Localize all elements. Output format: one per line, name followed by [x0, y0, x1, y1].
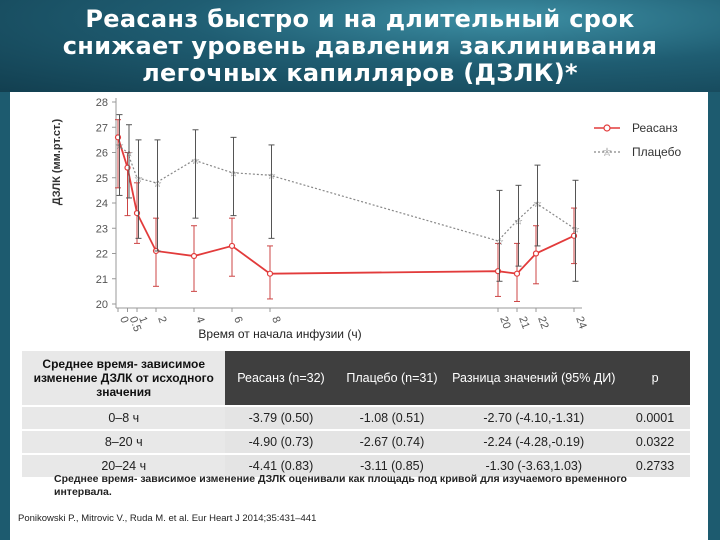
x-tick-label: 24: [573, 315, 588, 331]
x-tick-label: 2: [155, 315, 168, 325]
table-cell: 0.0322: [620, 429, 690, 454]
x-tick-label: 20: [497, 315, 512, 331]
table-row: 8–20 ч -4.90 (0.73) -2.67 (0.74) -2.24 (…: [22, 429, 690, 454]
x-tick-label: 22: [535, 315, 550, 331]
table-cell: -1.08 (0.51): [336, 405, 448, 430]
legend-placebo-marker: ☆: [602, 145, 613, 159]
x-tick-label: 0.5: [127, 315, 144, 333]
chart-area: ДЗЛК (мм.рт.ст.) Время от начала инфузии…: [10, 92, 708, 350]
reasanz-data-point: [190, 252, 198, 260]
x-axis-label: Время от начала инфузии (ч): [198, 327, 361, 341]
table-row: 20–24 ч -4.41 (0.83) -3.11 (0.85) -1.30 …: [22, 453, 690, 477]
legend-placebo-label: Плацебо: [632, 145, 681, 159]
reasanz-data-point: [228, 242, 236, 250]
y-tick-label: 23: [96, 223, 108, 235]
x-tick-label: 6: [231, 315, 244, 325]
y-tick-label: 26: [96, 148, 108, 160]
table-cell: 8–20 ч: [22, 429, 226, 454]
table-header-p: p: [620, 351, 690, 406]
right-decor-strip: [708, 92, 720, 540]
x-tick-label: 8: [269, 315, 282, 325]
table-cell: 20–24 ч: [22, 453, 226, 477]
table-header-reasanz: Реасанз (n=32): [225, 351, 337, 406]
placebo-data-point: ☆: [125, 149, 134, 160]
legend: Реасанз ☆ Плацебо: [594, 121, 681, 159]
table-cell: -1.30 (-3.63,1.03): [447, 453, 621, 477]
table-header-measure: Среднее время- зависимое изменение ДЗЛК …: [22, 351, 226, 406]
table-header-difference: Разница значений (95% ДИ): [447, 351, 621, 406]
footnote: Среднее время- зависимое изменение ДЗЛК …: [54, 473, 627, 498]
x-tick-label: 4: [193, 315, 206, 325]
reasanz-data-point: [266, 270, 274, 277]
table-cell: 0.0001: [620, 405, 690, 430]
x-tick-label: 1: [136, 315, 149, 325]
placebo-data-point: ☆: [495, 237, 504, 248]
reasanz-series-line: [117, 137, 575, 275]
y-tick-label: 25: [96, 173, 108, 185]
title-line-1: Реасанз быстро и на длительный срок: [85, 5, 635, 33]
title-line-2: снижает уровень давления заклинивания: [62, 32, 658, 60]
table-cell: 0–8 ч: [22, 405, 226, 430]
table-header-row: Среднее время- зависимое изменение ДЗЛК …: [22, 351, 690, 406]
legend-reasanz-marker: [603, 124, 611, 132]
legend-reasanz-label: Реасанз: [632, 121, 678, 135]
table-cell: -2.24 (-4.28,-0.19): [447, 429, 621, 454]
placebo-data-point: ☆: [134, 174, 143, 185]
table-cell: -2.70 (-4.10,-1.31): [447, 405, 621, 430]
table-cell: -3.79 (0.50): [225, 405, 337, 430]
placebo-series-line: [117, 144, 575, 242]
table-header-placebo: Плацебо (n=31): [336, 351, 448, 406]
pcwp-line-chart: ДЗЛК (мм.рт.ст.) Время от начала инфузии…: [51, 97, 681, 341]
placebo-data-point: ☆: [533, 199, 542, 210]
y-axis-label: ДЗЛК (мм.рт.ст.): [51, 118, 63, 205]
reasanz-data-point: [513, 270, 521, 277]
placebo-data-point: ☆: [115, 141, 124, 152]
x-tick-label: 0: [117, 315, 130, 325]
results-table: Среднее время- зависимое изменение ДЗЛК …: [22, 351, 690, 477]
reference: Ponikowski P., Mitrovic V., Ruda M. et a…: [18, 513, 317, 524]
table-row: 0–8 ч -3.79 (0.50) -1.08 (0.51) -2.70 (-…: [22, 405, 690, 430]
left-decor-strip: [0, 92, 10, 540]
placebo-data-point: ☆: [191, 156, 200, 167]
placebo-data-point: ☆: [514, 217, 523, 228]
x-tick-label: 21: [516, 315, 531, 331]
y-tick-label: 22: [96, 249, 108, 261]
reasanz-data-point: [532, 250, 540, 257]
table-cell: -4.41 (0.83): [225, 453, 337, 477]
y-tick-label: 21: [96, 274, 108, 286]
y-tick-label: 27: [96, 122, 108, 134]
y-tick-label: 20: [96, 299, 108, 311]
page-title: Реасанз быстро и на длительный срок сниж…: [0, 6, 720, 87]
placebo-data-point: ☆: [571, 224, 580, 235]
placebo-data-point: ☆: [229, 169, 238, 180]
table-cell: -2.67 (0.74): [336, 429, 448, 454]
title-line-3: легочных капилляров (ДЗЛК)*: [142, 59, 578, 87]
header-banner: [0, 0, 720, 92]
y-tick-label: 24: [96, 198, 108, 210]
table-cell: -4.90 (0.73): [225, 429, 337, 454]
y-tick-label: 28: [96, 97, 108, 109]
placebo-data-point: ☆: [267, 171, 276, 182]
table-cell: -3.11 (0.85): [336, 453, 448, 477]
table-cell: 0.2733: [620, 453, 690, 477]
placebo-data-point: ☆: [153, 179, 162, 190]
